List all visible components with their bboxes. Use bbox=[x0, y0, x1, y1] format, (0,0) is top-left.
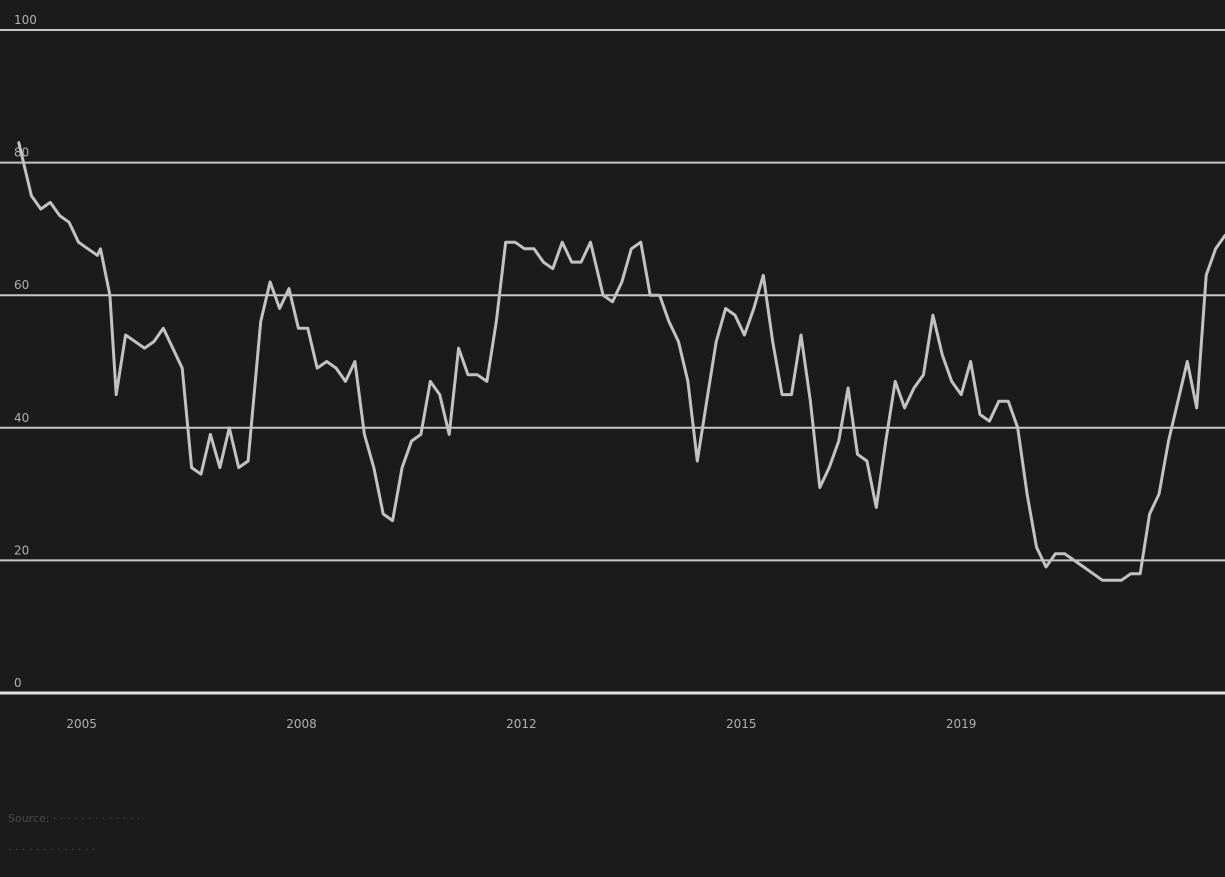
y-tick-label: 60 bbox=[14, 278, 29, 292]
x-tick-label: 2019 bbox=[946, 717, 977, 731]
source-note-secondary: · · · · · · · · · · · · · bbox=[8, 843, 96, 856]
y-tick-label: 100 bbox=[14, 13, 37, 27]
series-layer bbox=[17, 141, 1225, 582]
series-line bbox=[17, 141, 1225, 582]
y-tick-label: 40 bbox=[14, 411, 29, 425]
source-note: Source: · · · · · · · · · · · · · bbox=[8, 812, 141, 825]
x-tick-label: 2012 bbox=[506, 717, 537, 731]
y-tick-label: 0 bbox=[14, 676, 22, 690]
x-tick-label: 2005 bbox=[66, 717, 97, 731]
x-axis-tick-labels: 2005 2008 2012 2015 2019 bbox=[66, 717, 976, 731]
x-tick-label: 2008 bbox=[286, 717, 317, 731]
y-tick-label: 20 bbox=[14, 543, 29, 557]
grid-lines bbox=[0, 29, 1225, 695]
x-tick-label: 2015 bbox=[726, 717, 757, 731]
